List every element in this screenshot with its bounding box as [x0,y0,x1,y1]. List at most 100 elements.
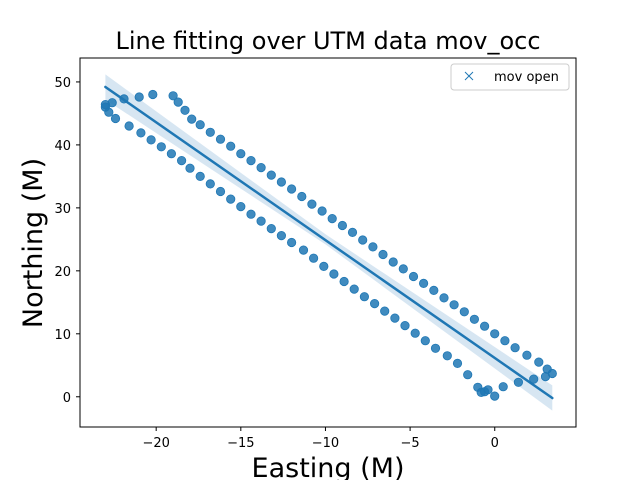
legend-label: mov open [494,70,559,85]
data-point [308,253,319,263]
data-point [339,276,349,287]
data-point [215,134,226,144]
data-point [483,385,493,395]
data-point [286,184,297,194]
data-point [529,374,539,384]
data-point [195,120,205,130]
legend-x-stroke [464,71,474,81]
data-point [442,351,452,361]
data-point [236,202,246,212]
data-point [410,328,420,338]
y-tick-label: 0 [63,391,71,406]
data-point [246,209,256,219]
chart-title: Line fitting over UTM data mov_occ [115,27,540,55]
y-tick-label: 50 [54,76,71,91]
data-point [408,271,419,282]
data-point [185,163,195,173]
x-tick-label: −10 [312,436,339,451]
data-point [390,313,400,323]
data-point [418,278,429,288]
data-point [522,350,532,360]
data-point [449,300,459,310]
data-point [195,171,205,181]
data-point [347,227,358,237]
data-point [166,149,176,159]
data-point [542,364,552,374]
data-point [173,97,183,107]
data-point [205,127,215,137]
legend-marker-x-icon [464,71,474,81]
data-point [388,257,398,267]
data-point [378,249,388,260]
legend: mov open [450,63,570,91]
fit-line-layer [104,85,554,400]
data-point [168,91,178,101]
data-point [463,370,473,380]
data-point [327,214,337,224]
data-point [298,245,309,255]
data-point [329,269,339,279]
data-point [286,237,297,248]
data-point [459,307,469,317]
data-point [368,242,378,252]
data-point [513,377,524,387]
data-points-layer [100,89,557,401]
data-point [369,298,380,309]
data-point [498,382,508,392]
data-point [136,128,146,138]
x-axis-label: Easting (M) [252,453,405,480]
data-point [380,306,390,316]
data-point [256,216,266,226]
y-tick-label: 10 [54,328,71,343]
legend-box [450,63,570,91]
data-point [490,391,500,401]
data-point [359,292,369,302]
data-point [226,194,236,204]
data-point [429,285,439,295]
data-point [100,100,111,110]
x-tick-label: −15 [227,436,254,451]
data-point [276,231,286,241]
data-point [124,121,134,131]
data-point [420,336,430,346]
data-point [400,320,410,331]
data-point [317,206,327,216]
data-point [349,284,359,294]
data-point [187,114,197,124]
data-point [307,199,317,209]
data-point [205,179,215,189]
y-axis-label: Northing (M) [18,158,49,328]
data-point [297,191,307,202]
data-point [319,261,329,271]
data-point [398,264,408,274]
data-point [266,170,276,180]
data-point [236,149,246,159]
x-tick-label: −20 [142,436,169,451]
data-point [266,224,276,234]
data-point [134,92,144,102]
x-tick-label: 0 [491,436,499,451]
data-point [246,156,256,166]
data-point [452,358,463,368]
y-axis-ticks: 0 10 20 30 40 50 [54,76,80,406]
y-tick-label: 20 [54,265,71,280]
data-point [156,142,166,152]
data-point [430,343,441,353]
data-point [226,141,236,151]
data-point [110,113,121,124]
data-point [510,343,520,353]
data-point [256,163,266,173]
data-point [146,135,156,145]
data-point [500,336,510,346]
data-point [148,89,158,100]
plot-area-frame [79,57,577,428]
data-point [215,186,226,197]
data-point [534,357,544,367]
x-axis-ticks: −20 −15 −10 −5 0 [142,427,499,451]
data-point [337,220,347,231]
y-tick-label: 30 [54,202,71,217]
x-tick-label: −5 [401,436,420,451]
data-point [104,107,114,117]
data-point [180,105,190,115]
